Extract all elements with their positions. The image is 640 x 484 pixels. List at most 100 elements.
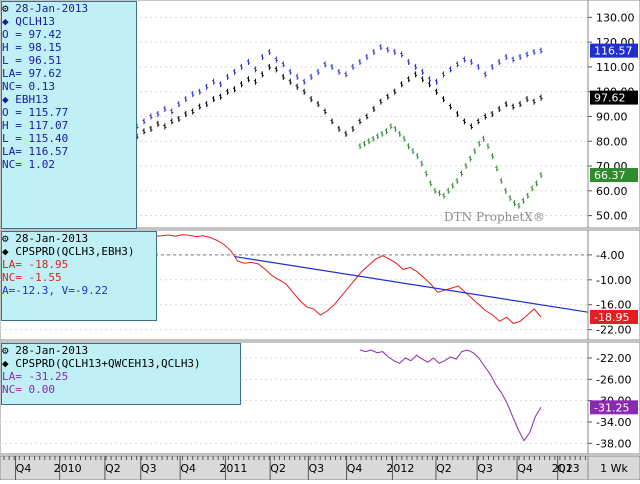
green-series-bar — [437, 190, 441, 197]
time-axis[interactable] — [0, 455, 589, 481]
qclh13-bar — [212, 96, 216, 103]
green-series-bar — [367, 138, 371, 145]
field-change: NC= 1.02 — [2, 158, 55, 171]
green-series-bar — [468, 155, 472, 162]
time-label: Q3 — [477, 462, 493, 475]
time-label: Q3 — [141, 462, 157, 475]
ebh13-bar — [414, 63, 418, 70]
qclh13-bar — [274, 66, 278, 73]
qclh13-bar — [239, 81, 243, 88]
qclh13-bar — [490, 111, 494, 117]
ebh13-bar — [156, 111, 160, 117]
green-series-bar — [407, 143, 411, 150]
green-series-bar — [420, 160, 424, 167]
green-series-bar — [446, 187, 450, 194]
qclh13-bar — [142, 128, 146, 135]
settings-icon[interactable]: ⚙ — [2, 2, 9, 15]
field-low: L = 96.51 — [2, 54, 62, 67]
green-series-bar — [482, 135, 486, 142]
qclh13-bar — [421, 76, 425, 83]
settings-icon[interactable]: ⚙ — [2, 232, 9, 245]
ebh13-bar — [539, 47, 543, 54]
date-label: 28-Jan-2013 — [15, 2, 89, 15]
qclh13-bar — [184, 111, 188, 117]
green-series-bar — [535, 180, 539, 187]
period-box[interactable] — [587, 455, 640, 481]
ebh13-bar — [316, 68, 320, 75]
ebh13-bar — [302, 78, 306, 85]
qclh13-bar — [511, 103, 515, 110]
ebh13-bar — [511, 56, 515, 63]
green-series-bar — [473, 148, 477, 155]
ebh13-bar — [455, 61, 459, 68]
last-value-label: 116.57 — [594, 45, 633, 58]
ebh13-bar — [274, 56, 278, 63]
green-series-bar — [490, 153, 494, 160]
ebh13-bar — [344, 71, 348, 78]
time-label: Q2 — [270, 462, 286, 475]
qclh13-bar — [532, 98, 536, 105]
spread1-legend-box[interactable]: ⚙ 28-Jan-2013 ◆ CPSPRD(QCLH3,EBH3) LA= -… — [1, 231, 157, 321]
ebh13-bar — [365, 54, 369, 60]
y-tick-label: 90.00 — [596, 110, 628, 123]
ebh13-bar — [330, 63, 334, 70]
ebh13-bar — [281, 61, 285, 68]
field-last: LA= -18.95 — [2, 258, 69, 271]
field-trend: A=-12.3, V=-9.22 — [2, 284, 108, 297]
green-series-bar — [517, 202, 521, 209]
period-label: 1 Wk — [600, 462, 628, 475]
qclh13-bar — [386, 93, 390, 100]
ebh13-bar — [518, 54, 522, 60]
spread1-line — [154, 234, 542, 324]
green-series-bar — [495, 165, 499, 172]
qclh13-bar — [476, 118, 480, 125]
green-series-bar — [398, 130, 402, 137]
ebh13-bar — [309, 73, 313, 80]
settings-icon[interactable]: ⚙ — [2, 344, 9, 357]
qclh13-bar — [337, 125, 341, 132]
y-tick-label: -4.00 — [596, 249, 624, 262]
ebh13-bar — [149, 113, 153, 120]
green-series-bar — [393, 125, 397, 132]
qclh13-bar — [205, 101, 209, 108]
time-label: Q4 — [16, 462, 32, 475]
ebh13-bar — [379, 44, 383, 51]
qclh13-bar — [226, 88, 230, 95]
ebh13-bar — [421, 68, 425, 75]
qclh13-bar — [518, 101, 522, 108]
price-legend-box[interactable]: ⚙ 28-Jan-2013 ◆ QCLH13 O = 97.42 H = 98.… — [1, 1, 137, 229]
study-title: CPSPRD(QCLH3,EBH3) — [15, 245, 135, 258]
ebh13-bar — [170, 108, 174, 115]
time-label: Q2 — [105, 462, 121, 475]
qclh13-bar — [246, 76, 250, 83]
qclh13-bar — [149, 125, 153, 132]
ebh13-bar — [386, 46, 390, 53]
trendline[interactable] — [234, 255, 589, 313]
green-series-bar — [504, 187, 508, 194]
ebh13-bar — [497, 58, 501, 65]
ebh13-bar — [483, 71, 487, 78]
y-tick-label: 50.00 — [596, 210, 628, 223]
qclh13-bar — [365, 113, 369, 120]
ebh13-bar — [219, 81, 223, 88]
green-series-bar — [358, 143, 362, 150]
green-series-bar — [451, 182, 455, 189]
date-label: 28-Jan-2013 — [15, 232, 89, 245]
qclh13-bar — [267, 63, 271, 70]
ebh13-bar — [372, 49, 376, 56]
qclh13-bar — [372, 106, 376, 113]
qclh13-bar — [455, 111, 459, 117]
spread2-legend-box[interactable]: ⚙ 28-Jan-2013 ◆ CPSPRD(QCLH13+QWCEH13,QC… — [1, 343, 241, 405]
ebh13-bar — [337, 68, 341, 75]
qclh13-bar — [414, 71, 418, 78]
time-label: 2013 — [552, 462, 580, 475]
ebh13-bar — [288, 68, 292, 75]
qclh13-bar — [295, 83, 299, 90]
field-last: LA= 116.57 — [2, 145, 69, 158]
y-tick-label: -22.00 — [596, 324, 631, 337]
green-series-bar — [486, 143, 490, 150]
qclh13-bar — [309, 96, 313, 103]
green-series-bar — [362, 140, 366, 147]
green-series-bar — [455, 177, 459, 184]
